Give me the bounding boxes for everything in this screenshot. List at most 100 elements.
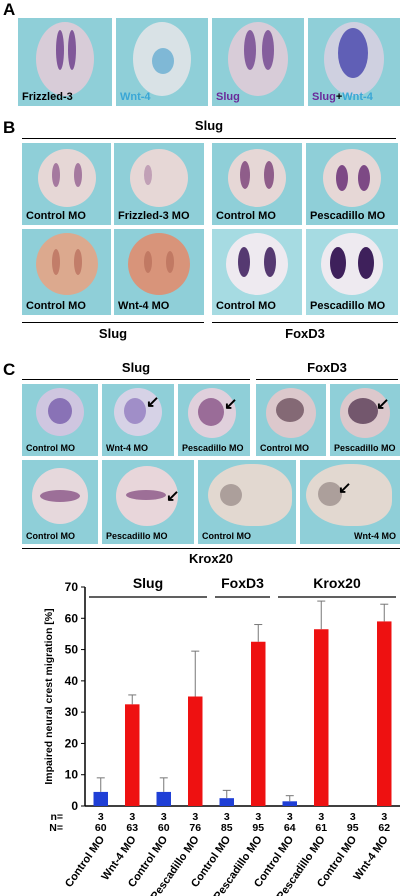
panel-b-tile: Control MO — [212, 143, 302, 225]
n-value: 3 — [129, 811, 135, 823]
stain-mark — [348, 398, 378, 424]
y-tick-label: 70 — [65, 580, 79, 594]
panel-c-tile: ↙ Pescadillo MO — [102, 460, 194, 544]
N-value: 62 — [378, 822, 390, 834]
n-value: 3 — [192, 811, 198, 823]
tile-label: Control MO — [26, 210, 86, 222]
n-value: 3 — [161, 811, 167, 823]
panel-c-tile: ↙ Wnt-4 MO — [102, 384, 174, 456]
N-value: 61 — [315, 822, 327, 834]
tile-label: Slug — [216, 91, 240, 103]
y-tick-label: 30 — [65, 705, 79, 719]
y-tick-label: 20 — [65, 736, 79, 750]
panel-b-tile: Pescadillo MO — [306, 229, 398, 315]
stain-mark — [244, 30, 256, 70]
n-value: 3 — [98, 811, 104, 823]
bar — [314, 629, 329, 806]
stain-mark — [358, 165, 370, 191]
tile-label: Frizzled-3 MO — [118, 210, 190, 222]
stain-mark — [166, 251, 174, 273]
panel-c-tile: ↙ Pescadillo MO — [178, 384, 250, 456]
tile-label: Control MO — [216, 210, 276, 222]
n-value: 3 — [381, 811, 387, 823]
tile-label: Pescadillo MO — [334, 443, 396, 453]
group-label: FoxD3 — [221, 575, 264, 591]
stain-mark — [220, 484, 242, 506]
footer-rule-right — [212, 322, 398, 323]
tile-label: Wnt-4 MO — [106, 443, 148, 453]
bar — [251, 641, 266, 806]
panel-c-tile: Control MO — [22, 460, 98, 544]
embryo-image — [38, 149, 96, 207]
panel-b-tile: Control MO — [22, 229, 111, 315]
N-value: 60 — [158, 822, 170, 834]
stain-mark — [52, 163, 60, 187]
tile-label: Control MO — [26, 443, 75, 453]
stain-mark — [124, 398, 146, 424]
stain-mark — [276, 398, 304, 422]
embryo-image — [36, 233, 98, 295]
bar — [156, 791, 171, 806]
arrow-icon: ↙ — [338, 480, 352, 497]
embryo-image — [208, 464, 292, 526]
stain-mark — [336, 165, 348, 191]
group-label: Slug — [133, 575, 163, 591]
stain-mark — [262, 30, 274, 70]
panel-b-letter: B — [3, 118, 16, 137]
n-row-label: n= — [50, 811, 63, 823]
panel-c-tile: ↙ Wnt-4 MO — [300, 460, 400, 544]
N-value: 95 — [252, 822, 264, 834]
embryo-image — [128, 233, 190, 295]
panel-c-tile: ↙ Pescadillo MO — [330, 384, 400, 456]
panel-c-footer-krox20: Krox20 — [188, 551, 234, 566]
tile-label: Control MO — [260, 443, 309, 453]
stain-mark — [144, 165, 152, 185]
n-value: 3 — [287, 811, 293, 823]
tile-label: Wnt-4 — [120, 91, 151, 103]
label-wnt4: Wnt-4 — [342, 91, 373, 103]
N-value: 95 — [347, 822, 359, 834]
embryo-image — [323, 149, 381, 207]
embryo-image — [130, 149, 188, 207]
header-rule — [22, 379, 250, 380]
panel-b-tile: Frizzled-3 MO — [114, 143, 204, 225]
panel-b-tile: Pescadillo MO — [306, 143, 398, 225]
panel-b-tile: Control MO — [22, 143, 111, 225]
tile-label: Pescadillo MO — [310, 210, 386, 222]
N-value: 85 — [221, 822, 233, 834]
stain-mark — [52, 249, 60, 275]
panel-a-tile-wnt4: Wnt-4 — [116, 18, 208, 106]
embryo-image — [36, 22, 94, 96]
label-slug: Slug — [312, 91, 336, 103]
bar — [219, 798, 234, 806]
embryo-image — [226, 233, 288, 295]
tile-label: Pescadillo MO — [106, 531, 168, 541]
stain-mark — [238, 247, 250, 277]
tile-label: Control MO — [26, 531, 75, 541]
stain-mark — [264, 247, 276, 277]
panel-c-letter: C — [3, 360, 16, 379]
stain-mark — [338, 28, 368, 78]
x-tick-label: Control MO — [63, 833, 107, 889]
N-row-label: N= — [49, 822, 63, 834]
n-value: 3 — [350, 811, 356, 823]
stain-mark — [74, 163, 82, 187]
stain-mark — [318, 482, 342, 506]
header-rule — [22, 138, 396, 139]
y-tick-label: 10 — [65, 768, 79, 782]
stain-mark — [48, 398, 72, 424]
y-tick-label: 0 — [71, 799, 78, 813]
footer-rule-left — [22, 322, 204, 323]
tile-label: Slug+Wnt-4 — [312, 91, 373, 103]
panel-c-header-foxd3: FoxD3 — [307, 360, 347, 375]
N-value: 60 — [95, 822, 107, 834]
n-value: 3 — [255, 811, 261, 823]
group-label: Krox20 — [313, 575, 361, 591]
n-value: 3 — [224, 811, 230, 823]
tile-label: Control MO — [216, 300, 276, 312]
panel-c-tile: Control MO — [198, 460, 296, 544]
stain-mark — [152, 48, 174, 74]
panel-c-header-slug: Slug — [121, 360, 151, 375]
stain-mark — [264, 161, 274, 189]
y-tick-label: 60 — [65, 611, 79, 625]
